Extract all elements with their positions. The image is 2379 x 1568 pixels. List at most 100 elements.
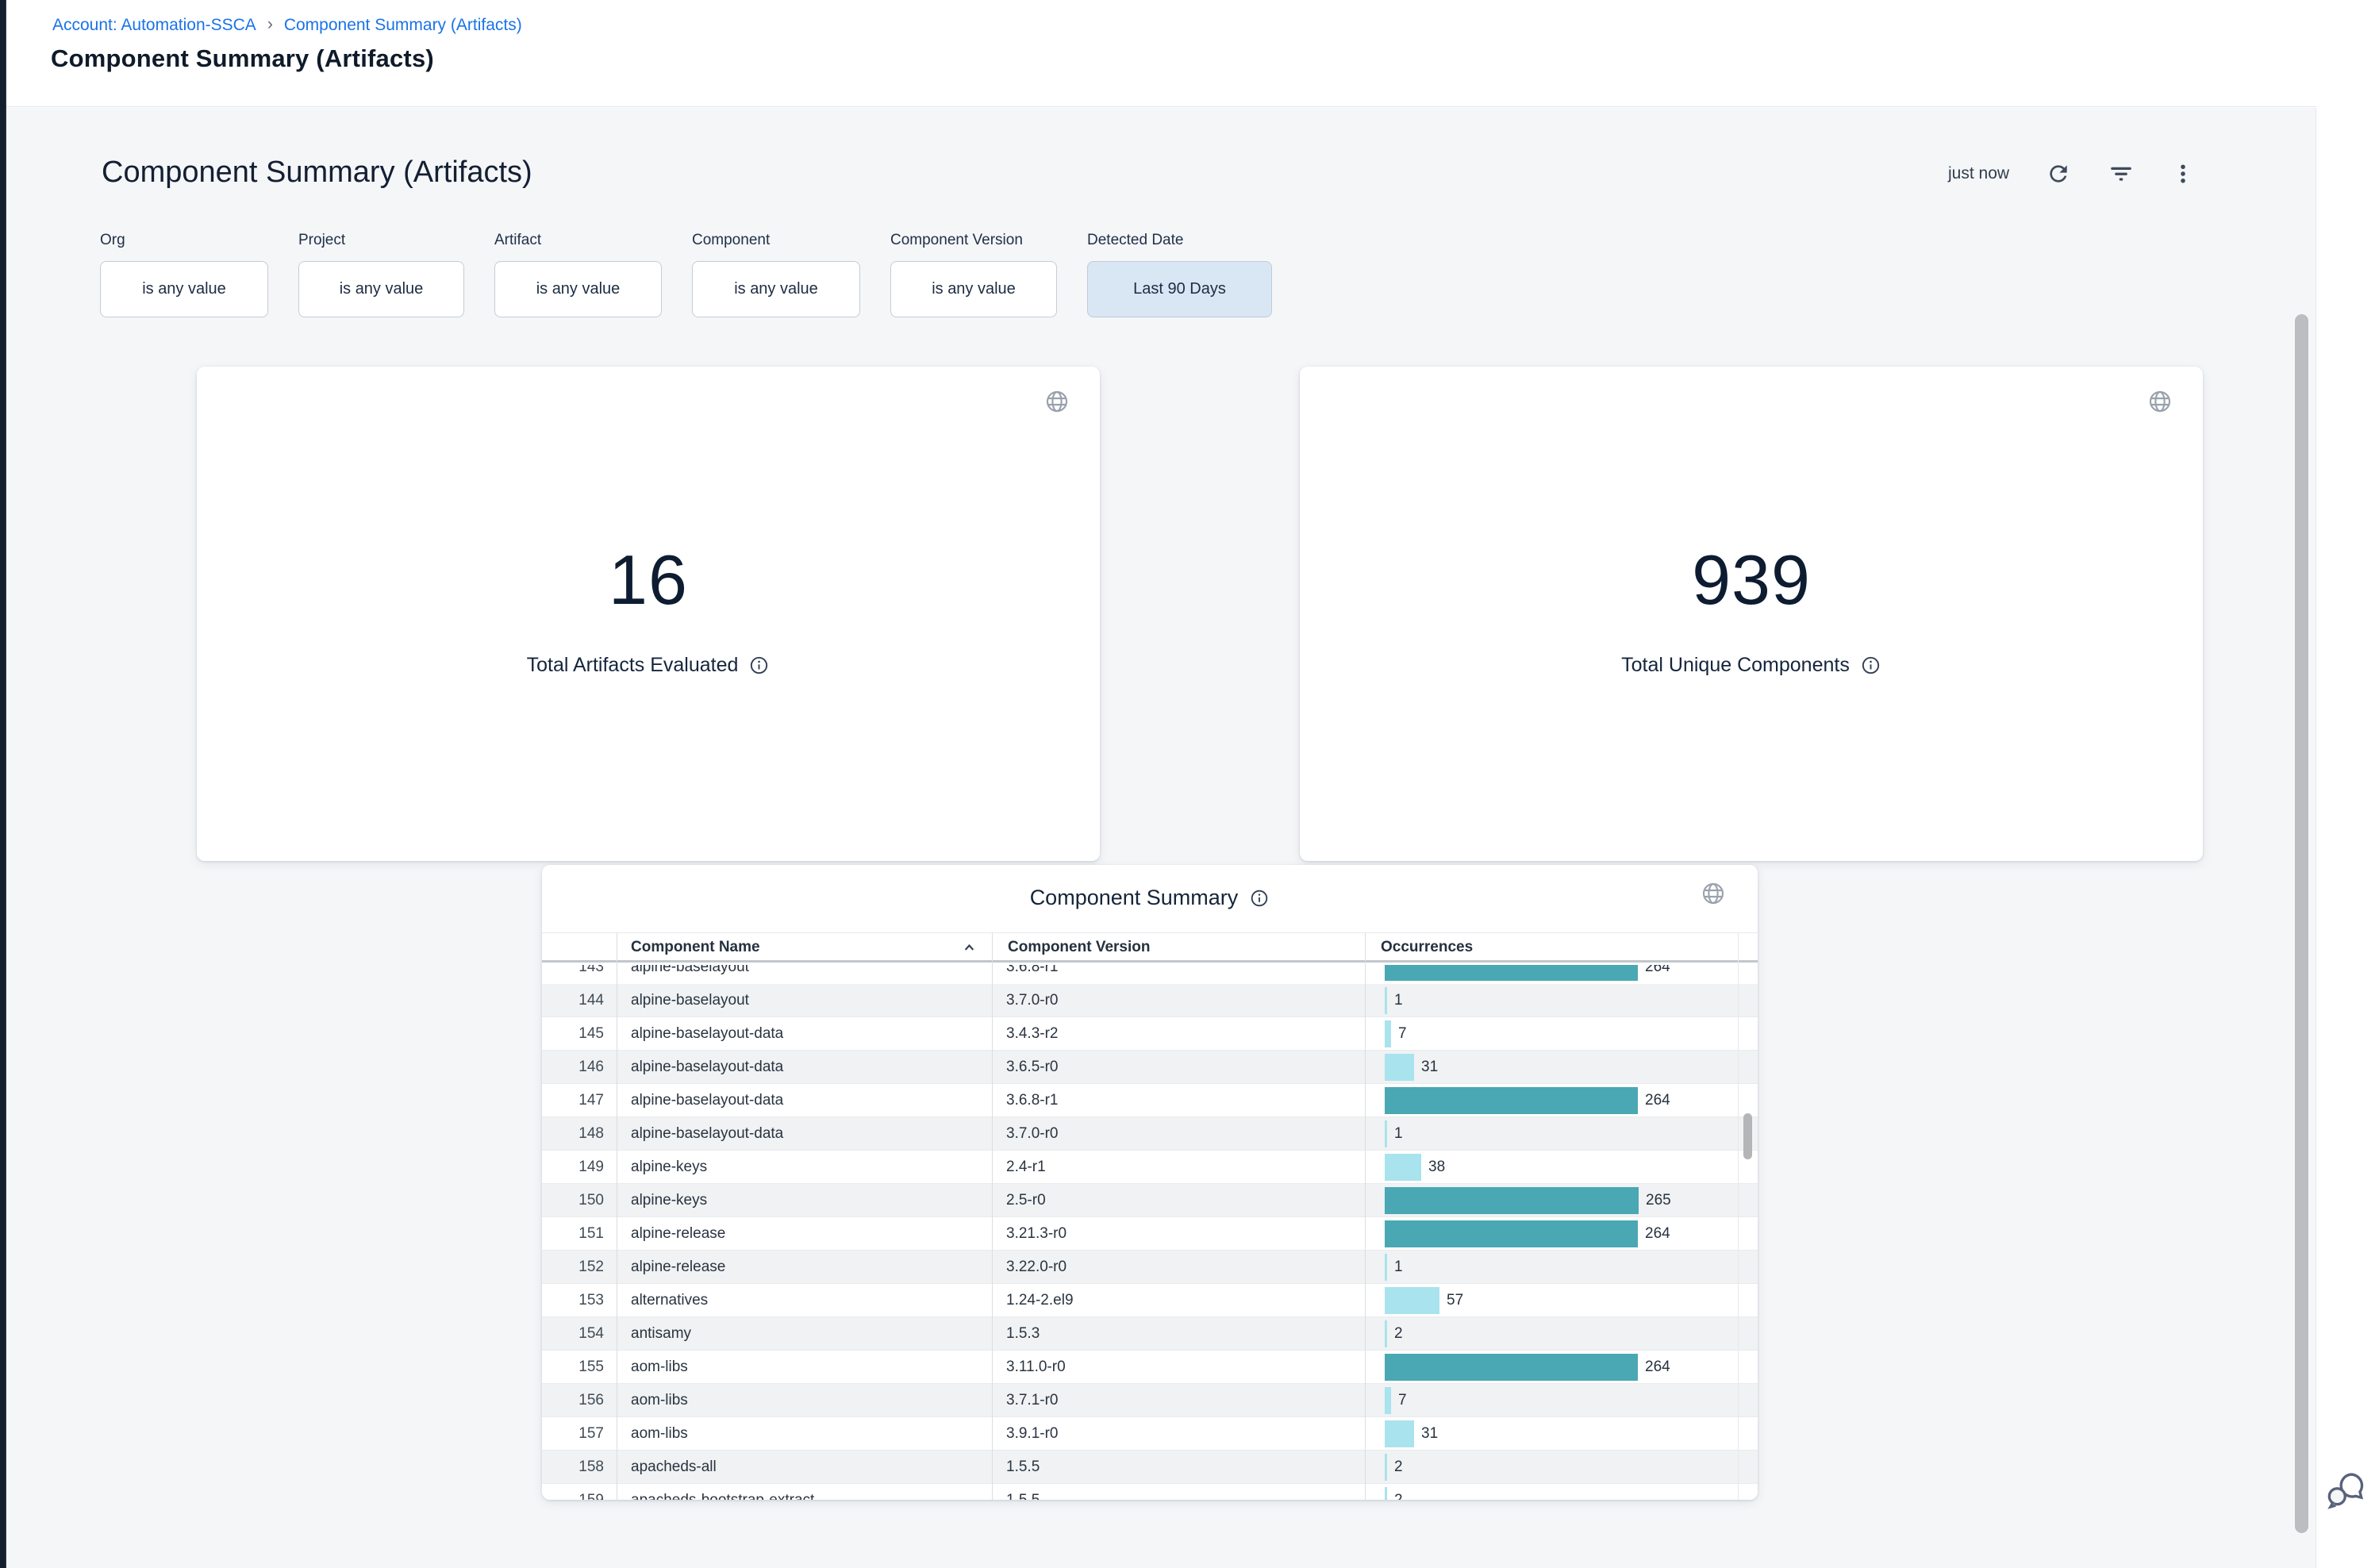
table-row[interactable]: 157 aom-libs 3.9.1-r0 31: [542, 1417, 1758, 1451]
filter-component-version-value-button[interactable]: is any value: [890, 261, 1057, 317]
table-row[interactable]: 148 alpine-baselayout-data 3.7.0-r0 1: [542, 1117, 1758, 1151]
table-row[interactable]: 143 alpine-baselayout 3.6.8-r1 264: [542, 965, 1758, 984]
more-options-button[interactable]: [2171, 162, 2195, 186]
right-margin: [2316, 0, 2379, 1568]
table-row[interactable]: 156 aom-libs 3.7.1-r0 7: [542, 1384, 1758, 1417]
occurrence-value: 31: [1421, 1059, 1439, 1075]
table-row[interactable]: 144 alpine-baselayout 3.7.0-r0 1: [542, 984, 1758, 1017]
tile-value: 939: [1692, 540, 1811, 619]
component-version-cell: 3.7.0-r0: [1006, 992, 1059, 1009]
occurrence-value: 2: [1394, 1492, 1403, 1500]
occurrence-value: 265: [1646, 1192, 1671, 1209]
column-header-component-version[interactable]: Component Version: [1008, 939, 1151, 955]
filter-component-value-button[interactable]: is any value: [692, 261, 860, 317]
globe-icon[interactable]: [1044, 389, 1070, 414]
table-row[interactable]: 146 alpine-baselayout-data 3.6.5-r0 31: [542, 1051, 1758, 1084]
filter-org: Org is any value: [100, 232, 268, 317]
tile-total-artifacts-evaluated: 16 Total Artifacts Evaluated: [197, 367, 1100, 861]
breadcrumb-account-link[interactable]: Account: Automation-SSCA: [52, 16, 256, 34]
component-version-cell: 3.11.0-r0: [1006, 1359, 1066, 1375]
row-index: 156: [578, 1392, 604, 1409]
row-index: 159: [542, 1492, 617, 1500]
component-name-cell: alternatives: [631, 1292, 709, 1309]
occurrences-cell: 264: [1365, 1217, 1758, 1250]
row-index: 157: [578, 1425, 604, 1442]
breadcrumb-current-link[interactable]: Component Summary (Artifacts): [283, 16, 522, 34]
table-row[interactable]: 159apacheds-bootstrap-extract1.5.5 2: [542, 1484, 1758, 1500]
component-name-cell: alpine-baselayout-data: [631, 1025, 784, 1042]
occurrence-bar: [1385, 965, 1638, 981]
row-index: 144: [578, 992, 604, 1009]
row-index: 149: [578, 1159, 604, 1175]
info-icon[interactable]: [1249, 888, 1270, 909]
occurrence-bar: [1385, 1220, 1638, 1247]
component-version-cell: 3.6.5-r0: [1006, 1059, 1059, 1075]
table-row[interactable]: 154 antisamy 1.5.3 2: [542, 1317, 1758, 1351]
component-version-cell: 3.22.0-r0: [1006, 1259, 1067, 1275]
refresh-icon: [2046, 161, 2071, 186]
component-name-cell: alpine-baselayout-data: [631, 1125, 784, 1142]
filter-label: Component: [692, 232, 771, 248]
occurrence-bar: [1385, 1120, 1387, 1147]
occurrence-value: 264: [1645, 965, 1670, 975]
occurrences-cell: 7: [1365, 1384, 1758, 1416]
tile-value: 16: [609, 540, 688, 619]
globe-icon[interactable]: [1701, 881, 1726, 906]
table-header-row: Component Name Component Version Occurre…: [542, 932, 1758, 963]
occurrence-value: 1: [1394, 992, 1403, 1009]
table-row[interactable]: 150 alpine-keys 2.5-r0 265: [542, 1184, 1758, 1217]
component-name-cell: alpine-baselayout: [631, 992, 749, 1009]
row-index: 151: [578, 1225, 604, 1242]
occurrence-bar: [1385, 1454, 1387, 1481]
info-icon[interactable]: [748, 655, 770, 676]
left-nav-edge[interactable]: [0, 0, 6, 1568]
filter-org-value-button[interactable]: is any value: [100, 261, 268, 317]
breadcrumb: Account: Automation-SSCA › Component Sum…: [52, 15, 522, 35]
table-body: 143 alpine-baselayout 3.6.8-r1 264 144 alpine…: [542, 965, 1758, 1500]
component-version-cell: 3.9.1-r0: [1006, 1425, 1059, 1442]
table-row[interactable]: 153 alternatives 1.24-2.el9 57: [542, 1284, 1758, 1317]
occurrence-value: 264: [1645, 1359, 1670, 1375]
table-row[interactable]: 147 alpine-baselayout-data 3.6.8-r1 264: [542, 1084, 1758, 1117]
occurrence-bar: [1385, 1287, 1439, 1314]
dashboard-filters-button[interactable]: [2108, 160, 2135, 187]
occurrences-cell: 57: [1365, 1284, 1758, 1316]
globe-icon[interactable]: [2147, 389, 2173, 414]
table-scrollbar-thumb[interactable]: [1743, 1113, 1752, 1159]
occurrence-value: 31: [1421, 1425, 1439, 1442]
refresh-button[interactable]: [2046, 161, 2071, 186]
page-scrollbar-thumb[interactable]: [2295, 314, 2308, 1533]
table-row[interactable]: 152 alpine-release 3.22.0-r0 1: [542, 1251, 1758, 1284]
component-version-cell: 1.5.3: [1006, 1325, 1040, 1342]
occurrence-value: 1: [1394, 1259, 1403, 1275]
filter-artifact-value-button[interactable]: is any value: [494, 261, 662, 317]
chat-bubbles-icon: [2325, 1471, 2366, 1509]
tile-total-unique-components: 939 Total Unique Components: [1300, 367, 2203, 861]
filter-detected-date-value-button[interactable]: Last 90 Days: [1087, 261, 1272, 317]
column-header-component-name[interactable]: Component Name: [631, 939, 760, 955]
occurrences-cell: 1: [1365, 984, 1758, 1017]
component-name-cell: alpine-baselayout-data: [631, 1059, 784, 1075]
filter-label: Org: [100, 232, 125, 248]
column-header-occurrences[interactable]: Occurrences: [1381, 939, 1474, 955]
info-icon[interactable]: [1860, 655, 1881, 676]
occurrence-bar: [1385, 1154, 1421, 1181]
table-title: Component Summary: [1029, 886, 1239, 909]
occurrence-value: 1: [1394, 1125, 1403, 1142]
table-row[interactable]: 155 aom-libs 3.11.0-r0 264: [542, 1351, 1758, 1384]
table-row[interactable]: 149 alpine-keys 2.4-r1 38: [542, 1151, 1758, 1184]
table-row[interactable]: 151 alpine-release 3.21.3-r0 264: [542, 1217, 1758, 1251]
table-row[interactable]: 158 apacheds-all 1.5.5 2: [542, 1451, 1758, 1484]
table-row[interactable]: 145 alpine-baselayout-data 3.4.3-r2 7: [542, 1017, 1758, 1051]
component-name-cell: alpine-keys: [631, 1192, 708, 1209]
component-name-cell: aom-libs: [631, 1425, 688, 1442]
row-index: 147: [578, 1092, 604, 1109]
component-name-cell: alpine-baselayout-data: [631, 1092, 784, 1109]
occurrence-bar: [1385, 1387, 1391, 1414]
row-index: 150: [578, 1192, 604, 1209]
filter-project-value-button[interactable]: is any value: [298, 261, 464, 317]
occurrences-cell: 1: [1365, 1117, 1758, 1150]
chat-support-button[interactable]: [2325, 1471, 2366, 1509]
component-version-cell: 3.7.0-r0: [1006, 1125, 1059, 1142]
occurrence-bar: [1385, 1420, 1414, 1447]
